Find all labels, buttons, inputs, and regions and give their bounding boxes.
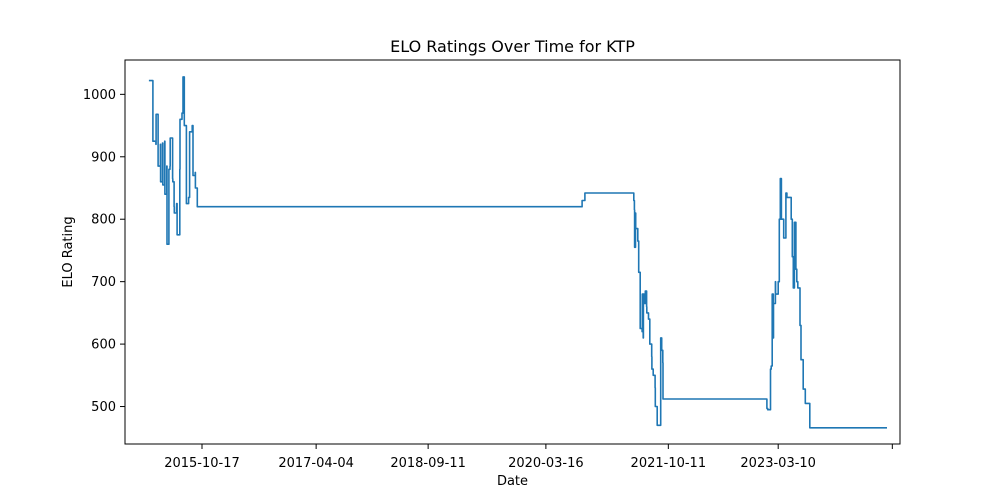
y-tick-label-2: 700 [91, 275, 116, 290]
x-axis: 2015-10-17 2017-04-04 2018-09-11 2020-03-16… [164, 444, 893, 471]
x-tick-label-5: 2023-03-10 [740, 456, 816, 471]
y-tick-label-5: 1000 [83, 88, 116, 103]
x-tick-label-1: 2017-04-04 [278, 456, 354, 471]
x-axis-label: Date [497, 474, 528, 489]
y-tick-label-0: 500 [91, 400, 116, 415]
chart-title: ELO Ratings Over Time for KTP [390, 37, 635, 56]
y-tick-label-4: 900 [91, 150, 116, 165]
y-axis-label: ELO Rating [61, 216, 76, 287]
series-layer [148, 76, 887, 429]
y-tick-label-1: 600 [91, 338, 116, 353]
y-tick-label-3: 800 [91, 213, 116, 228]
plot-frame [124, 59, 901, 445]
y-axis: 500 600 700 800 900 1000 [83, 88, 125, 415]
x-tick-label-4: 2021-10-11 [631, 456, 707, 471]
x-tick-label-3: 2020-03-16 [508, 456, 584, 471]
x-tick-label-0: 2015-10-17 [164, 456, 240, 471]
x-tick-label-2: 2018-09-11 [390, 456, 466, 471]
series-line-0 [148, 76, 887, 429]
